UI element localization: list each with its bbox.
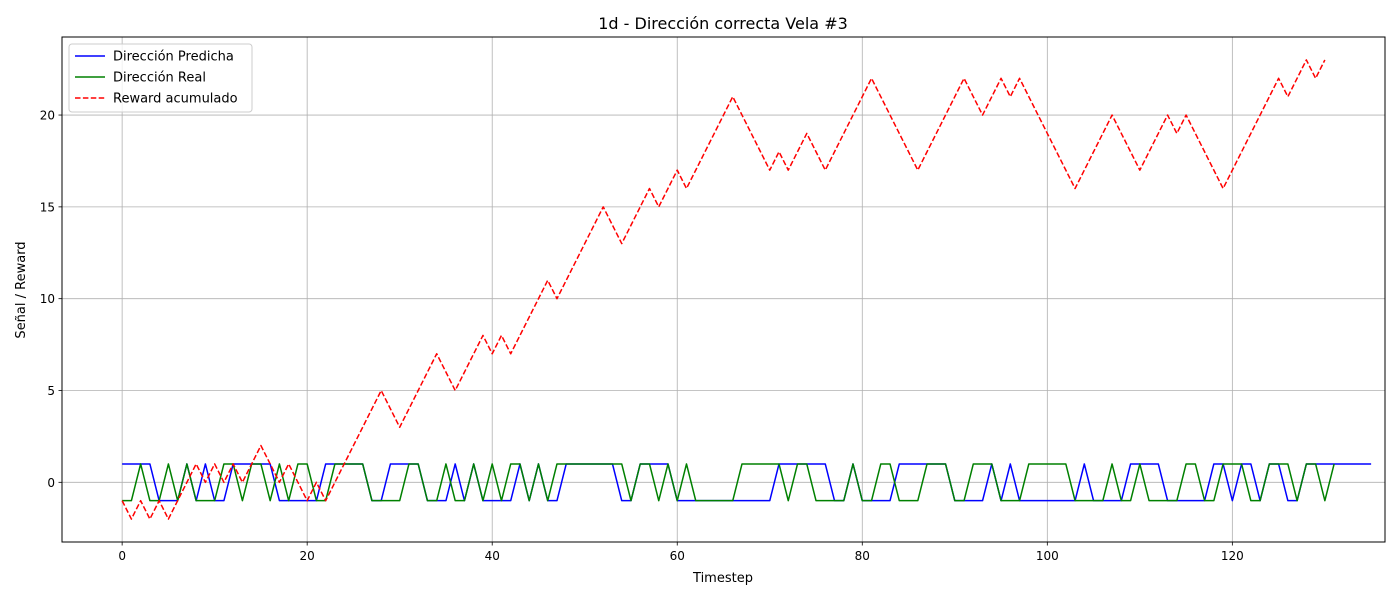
y-tick-label: 20 — [40, 109, 55, 123]
chart-title: 1d - Dirección correcta Vela #3 — [598, 14, 848, 33]
legend-label-predicha: Dirección Predicha — [113, 50, 234, 65]
x-tick-label: 80 — [855, 549, 870, 563]
x-tick-label: 20 — [300, 549, 315, 563]
legend-label-real: Dirección Real — [113, 71, 206, 86]
y-tick-label: 15 — [40, 200, 55, 214]
y-axis-ticks: 0 5 10 15 20 — [40, 109, 62, 490]
legend-label-reward: Reward acumulado — [113, 92, 238, 107]
x-tick-label: 60 — [670, 549, 685, 563]
legend: Dirección Predicha Dirección Real Reward… — [68, 43, 253, 113]
y-tick-label: 0 — [47, 476, 55, 490]
series-line-direccion-predicha — [122, 463, 1372, 502]
legend-box — [68, 43, 253, 113]
x-tick-label: 0 — [118, 549, 126, 563]
plot-frame — [61, 36, 1386, 543]
y-tick-label: 5 — [47, 384, 55, 398]
x-axis-label: Timestep — [692, 571, 753, 586]
x-tick-label: 40 — [485, 549, 500, 563]
y-tick-label: 10 — [40, 292, 55, 306]
series-line-direccion-real — [122, 463, 1335, 502]
grid — [62, 37, 1385, 542]
series-line-reward-acumulado — [121, 59, 1326, 520]
x-tick-label: 120 — [1221, 549, 1244, 563]
y-axis-label: Señal / Reward — [14, 241, 29, 338]
x-tick-label: 100 — [1036, 549, 1059, 563]
x-axis-ticks: 0 20 40 60 80 100 120 — [118, 542, 1244, 563]
plot-lines — [121, 59, 1372, 520]
